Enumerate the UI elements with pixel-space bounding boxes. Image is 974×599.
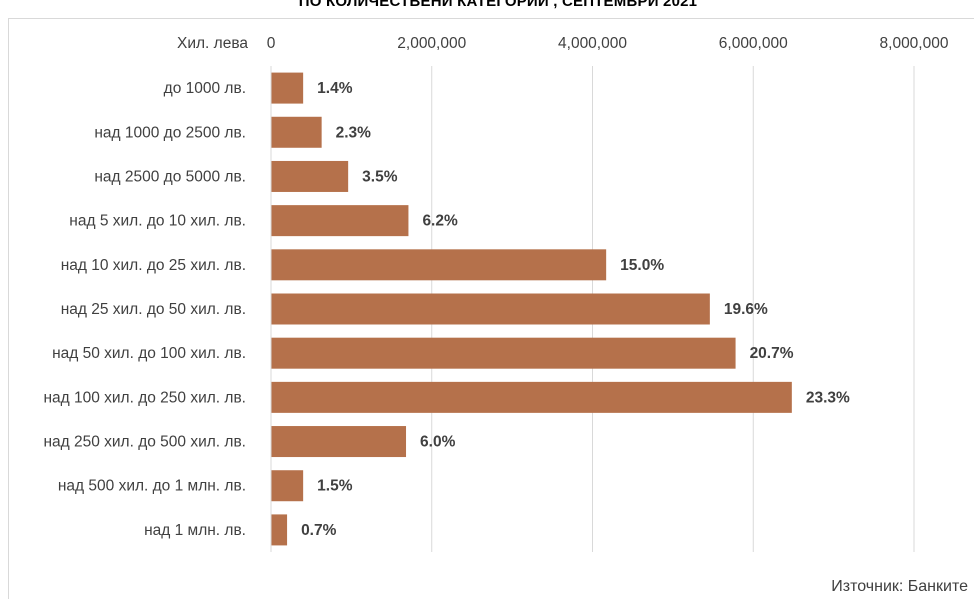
bar — [271, 470, 304, 502]
data-label: 1.5% — [317, 478, 353, 495]
category-label: над 100 хил. до 250 хил. лв. — [43, 389, 246, 406]
category-label: над 1 млн. лв. — [144, 522, 246, 539]
x-tick-label: 6,000,000 — [719, 35, 788, 52]
data-label: 23.3% — [806, 389, 850, 406]
x-tick-label: 2,000,000 — [397, 35, 466, 52]
x-tick-label: 4,000,000 — [558, 35, 627, 52]
bar — [271, 160, 349, 192]
category-label: до 1000 лв. — [164, 80, 246, 97]
source-note: Източник: Банките — [831, 578, 968, 595]
data-label: 6.0% — [420, 434, 456, 451]
category-label: над 10 хил. до 25 хил. лв. — [61, 257, 246, 274]
bar — [271, 72, 304, 104]
bar — [271, 293, 710, 325]
category-label: над 250 хил. до 500 хил. лв. — [43, 434, 246, 451]
data-label: 3.5% — [362, 168, 398, 185]
category-label: над 50 хил. до 100 хил. лв. — [52, 345, 246, 362]
category-label: над 1000 до 2500 лв. — [94, 124, 246, 141]
data-label: 20.7% — [750, 345, 794, 362]
bar — [271, 116, 322, 148]
chart-title: ПО КОЛИЧЕСТВЕНИ КАТЕГОРИИ , СЕПТЕМВРИ 20… — [298, 0, 698, 10]
data-label: 1.4% — [317, 80, 353, 97]
bar — [271, 337, 736, 369]
data-label: 0.7% — [301, 522, 337, 539]
bar — [271, 249, 607, 281]
category-label: над 500 хил. до 1 млн. лв. — [58, 478, 246, 495]
chart-frame — [8, 18, 974, 599]
category-label: над 25 хил. до 50 хил. лв. — [61, 301, 246, 318]
category-label: над 5 хил. до 10 хил. лв. — [69, 213, 246, 230]
bar — [271, 426, 407, 458]
bar — [271, 205, 409, 237]
data-label: 19.6% — [724, 301, 768, 318]
data-label: 15.0% — [620, 257, 664, 274]
axis-unit-label: Хил. лева — [177, 35, 248, 52]
x-tick-label: 0 — [267, 35, 276, 52]
bar — [271, 514, 288, 546]
x-tick-label: 8,000,000 — [880, 35, 949, 52]
data-label: 6.2% — [422, 213, 458, 230]
category-label: над 2500 до 5000 лв. — [94, 168, 246, 185]
bar — [271, 381, 792, 413]
data-label: 2.3% — [336, 124, 372, 141]
